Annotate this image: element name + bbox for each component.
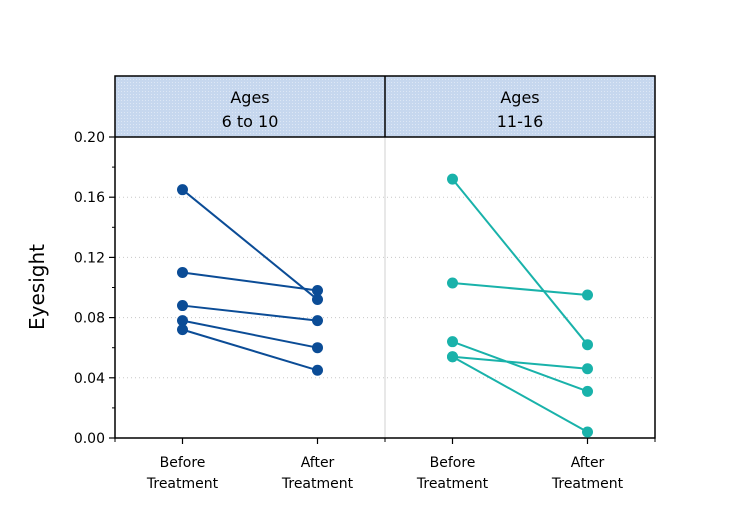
data-point-p2-1-1 [447,173,458,185]
panel-title-2: Ages 11-16 [497,88,544,131]
x-tick-label-line: Treatment [146,476,219,492]
data-point-p1-3-2 [312,315,323,327]
x-tick-label-line: Treatment [416,476,489,492]
data-point-p1-2-1 [177,266,188,278]
series-line-p2-5 [452,355,588,433]
panel-headers: Ages 6 to 10 Ages 11-16 [115,76,655,137]
panel-title-line: 6 to 10 [222,112,279,131]
x-tick-label-line: Treatment [551,476,624,492]
panel-header-2 [385,76,655,137]
series-line-p2-4 [452,355,588,370]
series-line-p1-5 [182,328,318,372]
panel-title-line: Ages [500,88,539,107]
data-point-p1-2-2 [312,285,323,297]
x-tick-label-line: After [301,455,335,471]
x-tick-label-line: Before [160,455,206,471]
series-line-p1-1 [181,188,319,301]
y-tick-label: 0.16 [74,190,105,206]
data-point-p2-3-2 [582,385,593,397]
x-tick-label-line: Treatment [281,476,354,492]
data-point-p2-5-2 [582,426,593,438]
y-axis-label: Eyesight [25,244,49,330]
x-tick-label: Before Treatment [146,455,219,492]
data-point-p1-4-1 [177,315,188,327]
x-tick-label: Before Treatment [416,455,489,492]
series-line-p2-3 [452,340,588,393]
data-point-p2-1-2 [582,339,593,351]
data-point-p2-2-1 [447,277,458,289]
y-tick-label: 0.20 [74,130,105,146]
x-tick-label-line: After [571,455,605,471]
data-point-p1-5-1 [177,324,188,336]
data-point-p1-4-2 [312,342,323,354]
data-point-p2-3-1 [447,336,458,348]
series-line-p1-4 [182,319,318,349]
x-tick-label: After Treatment [281,455,354,492]
data-point-p1-1-2 [312,294,323,306]
y-tick-label: 0.08 [74,311,105,327]
data-point-p1-3-1 [177,300,188,312]
series-line-p2-2 [452,281,588,297]
panel-header-1 [115,76,385,137]
series-line-p1-2 [182,271,318,292]
y-tick-label: 0.00 [74,431,105,447]
series-line-p1-3 [182,304,318,322]
panel-title-1: Ages 6 to 10 [222,88,279,131]
x-tick-label: After Treatment [551,455,624,492]
series [177,173,593,438]
series-line-p2-1 [451,178,589,346]
data-point-p2-4-2 [582,363,593,375]
panel-title-line: 11-16 [497,112,544,131]
data-point-p1-5-2 [312,364,323,376]
panel-title-line: Ages [230,88,269,107]
gridlines [115,137,655,438]
data-point-p1-1-1 [177,184,188,196]
data-point-p2-2-2 [582,289,593,301]
data-point-p2-5-1 [447,351,458,363]
y-tick-label: 0.04 [74,371,105,387]
x-tick-label-line: Before [430,455,476,471]
y-tick-label: 0.12 [74,250,105,266]
